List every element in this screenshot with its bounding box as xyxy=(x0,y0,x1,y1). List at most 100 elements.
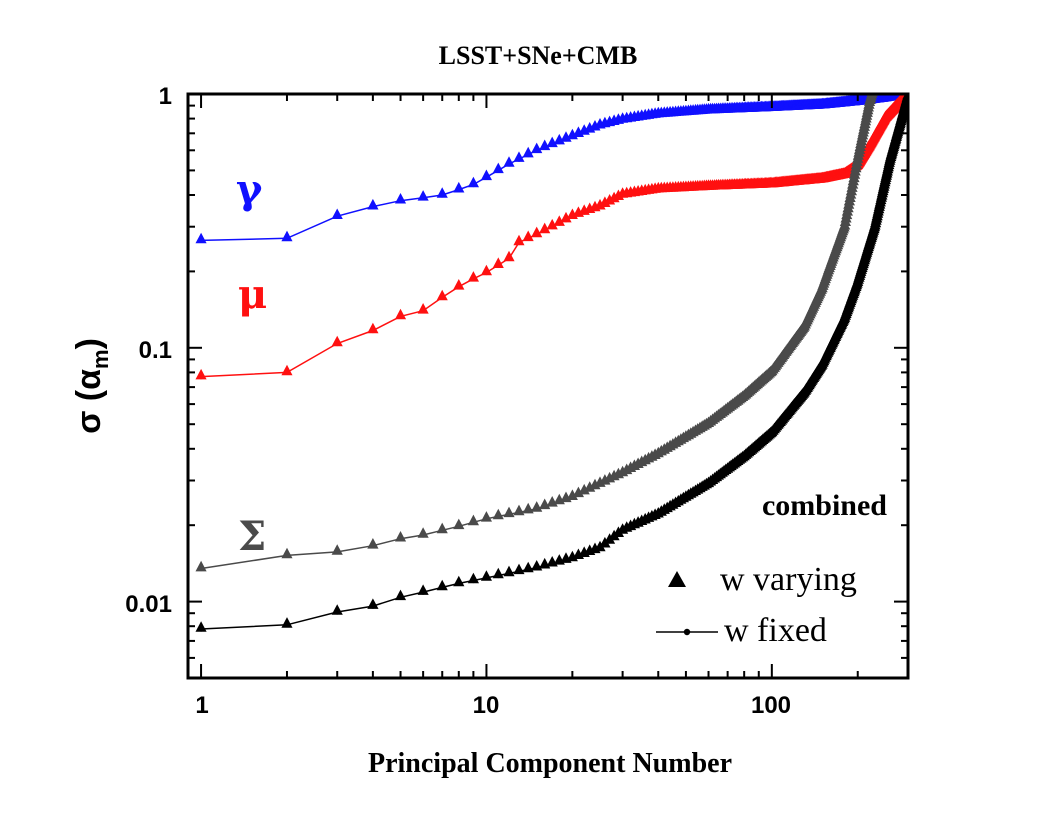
series-3 xyxy=(195,95,907,632)
data-point-triangle xyxy=(874,61,885,72)
data-point-triangle xyxy=(453,181,465,193)
y-tick-label-1: 1 xyxy=(159,83,172,110)
data-point-triangle xyxy=(195,232,207,244)
data-point-triangle xyxy=(195,368,207,380)
data-point-triangle xyxy=(492,508,504,520)
data-point-triangle xyxy=(872,67,883,78)
data-point-triangle xyxy=(467,514,479,526)
legend-entry-w-fixed: w fixed xyxy=(724,612,827,649)
data-point-triangle xyxy=(503,156,515,167)
data-point-triangle xyxy=(503,250,515,262)
series-layer xyxy=(195,57,907,632)
x-axis-label: Principal Component Number xyxy=(368,748,732,779)
y-tick-label-0.1: 0.1 xyxy=(139,337,172,364)
data-point-triangle xyxy=(436,522,448,534)
data-point-triangle xyxy=(467,271,479,282)
data-point-triangle xyxy=(868,80,879,91)
data-point-dot xyxy=(874,75,879,80)
data-point-triangle xyxy=(195,621,207,632)
data-point-triangle xyxy=(868,82,879,93)
plot-frame xyxy=(186,92,910,680)
data-point-triangle xyxy=(875,57,886,68)
data-point-triangle xyxy=(417,527,429,538)
legend-title: combined xyxy=(762,489,887,522)
data-point-triangle xyxy=(480,511,492,522)
data-point-triangle xyxy=(522,561,534,573)
series-line xyxy=(201,95,905,242)
data-point-triangle xyxy=(522,146,534,158)
data-point-triangle xyxy=(467,572,479,584)
data-point-triangle xyxy=(872,69,883,80)
data-point-triangle xyxy=(873,65,884,76)
data-point-dot xyxy=(877,66,882,71)
data-point-triangle xyxy=(513,151,525,162)
data-point-triangle xyxy=(546,218,558,230)
series-1 xyxy=(195,95,907,380)
data-point-triangle xyxy=(873,63,884,74)
data-point-triangle xyxy=(531,560,543,571)
data-point-triangle xyxy=(367,538,379,549)
data-point-dot xyxy=(876,70,881,75)
data-point-dot xyxy=(871,87,876,92)
y-axis-label-sub: m xyxy=(88,349,113,369)
data-point-triangle xyxy=(395,193,407,204)
legend-entry-w-varying: w varying xyxy=(720,561,857,598)
data-point-triangle xyxy=(480,169,492,181)
data-point-triangle xyxy=(871,72,882,83)
y-axis-label: σ (αm) xyxy=(70,338,113,434)
data-point-triangle xyxy=(492,257,504,268)
data-point-triangle xyxy=(281,364,293,376)
data-point-triangle xyxy=(503,565,515,577)
data-point-triangle xyxy=(560,211,572,223)
data-point-triangle xyxy=(902,95,907,100)
data-point-dot xyxy=(871,85,876,90)
data-point-triangle xyxy=(195,560,207,572)
y-axis-label-main: σ (α xyxy=(70,369,108,434)
data-point-dot xyxy=(877,64,882,69)
data-point-triangle xyxy=(367,198,379,210)
data-point-triangle xyxy=(531,226,543,238)
data-point-triangle xyxy=(546,136,558,148)
data-point-triangle xyxy=(553,215,565,226)
data-point-triangle xyxy=(531,142,543,154)
data-point-triangle xyxy=(395,308,407,320)
data-point-triangle xyxy=(870,76,881,87)
legend-triangle-marker xyxy=(668,571,686,587)
series-label-sigma: Σ xyxy=(238,513,266,560)
data-point-triangle xyxy=(395,589,407,601)
data-point-triangle xyxy=(539,222,551,234)
x-tick-label-100: 100 xyxy=(751,692,791,719)
data-point-dot xyxy=(872,83,877,88)
data-point-triangle xyxy=(480,264,492,276)
data-point-triangle xyxy=(417,303,429,314)
data-point-triangle xyxy=(436,579,448,591)
y-axis-label-close: ) xyxy=(70,338,108,349)
series-0 xyxy=(195,95,907,244)
data-point-triangle xyxy=(281,230,293,242)
data-point-dot xyxy=(873,79,878,84)
data-point-triangle xyxy=(492,567,504,579)
data-point-triangle xyxy=(539,139,551,151)
data-point-triangle xyxy=(331,335,343,347)
series-label-gamma: γ xyxy=(236,166,263,213)
chart-title: LSST+SNe+CMB xyxy=(439,41,638,70)
data-point-triangle xyxy=(480,570,492,581)
data-point-triangle xyxy=(453,575,465,587)
data-point-dot xyxy=(875,74,880,79)
data-point-triangle xyxy=(866,95,878,97)
data-point-triangle xyxy=(467,176,479,188)
data-point-triangle xyxy=(513,504,525,516)
data-point-triangle xyxy=(503,506,515,518)
series-label-mu: μ xyxy=(238,271,267,318)
data-point-triangle xyxy=(869,78,880,89)
data-point-triangle xyxy=(436,289,448,301)
data-point-dot xyxy=(875,72,880,77)
data-point-triangle xyxy=(331,544,343,555)
data-point-triangle xyxy=(395,531,407,542)
x-tick-label-10: 10 xyxy=(473,692,500,719)
data-point-triangle xyxy=(453,279,465,290)
data-point-triangle xyxy=(513,563,525,575)
y-tick-label-0.01: 0.01 xyxy=(125,591,172,618)
data-point-triangle xyxy=(367,598,379,609)
